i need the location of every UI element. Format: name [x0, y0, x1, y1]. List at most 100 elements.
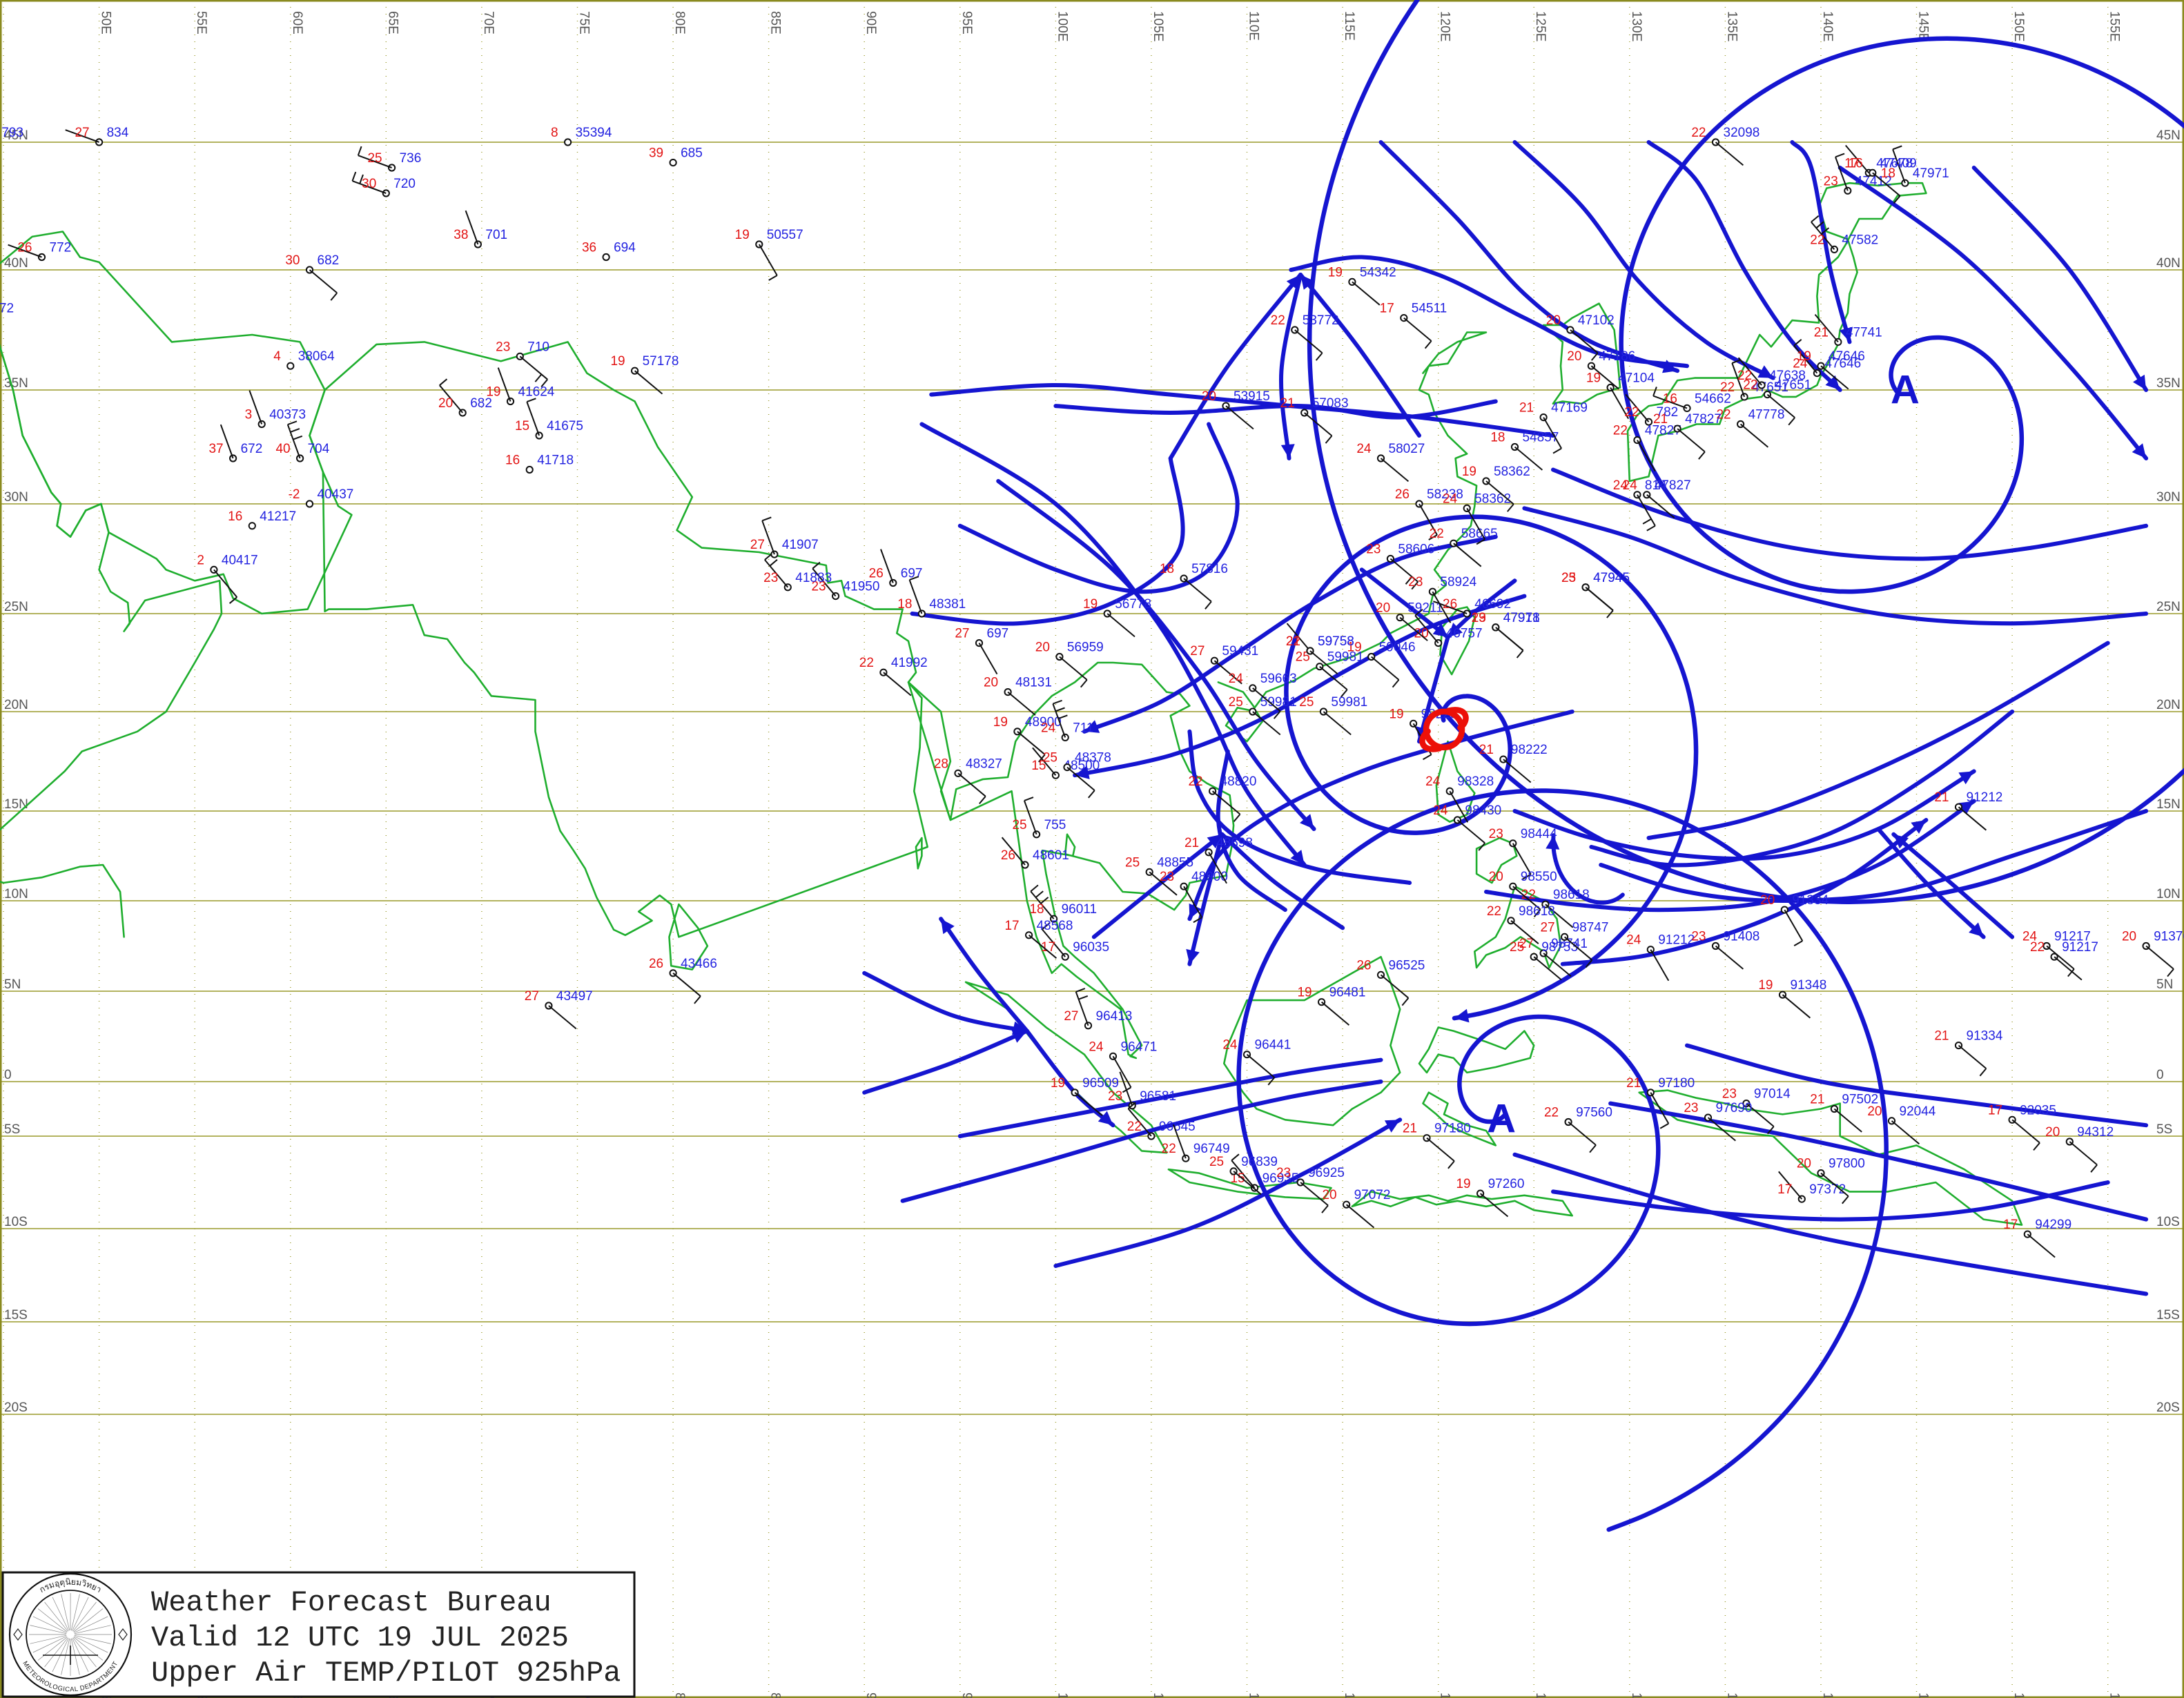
svg-text:22: 22 [1544, 1106, 1559, 1120]
svg-text:91212: 91212 [1658, 933, 1695, 948]
svg-text:53772: 53772 [1303, 313, 1339, 328]
svg-text:47409: 47409 [1880, 156, 1917, 170]
svg-text:24: 24 [1089, 1040, 1104, 1054]
svg-text:25: 25 [1125, 855, 1140, 870]
svg-text:91212: 91212 [1967, 790, 2003, 805]
svg-text:22: 22 [1188, 774, 1202, 789]
svg-text:26: 26 [1443, 597, 1457, 612]
svg-text:97690: 97690 [1716, 1101, 1753, 1115]
svg-text:60E: 60E [290, 11, 304, 35]
svg-text:41950: 41950 [844, 580, 880, 594]
svg-text:25: 25 [1229, 695, 1243, 710]
svg-text:19: 19 [486, 385, 500, 400]
svg-text:19: 19 [610, 354, 625, 369]
svg-text:26: 26 [1356, 958, 1371, 973]
svg-text:94299: 94299 [2035, 1218, 2071, 1232]
svg-text:24: 24 [1626, 933, 1641, 948]
svg-text:720: 720 [393, 177, 416, 191]
svg-text:48327: 48327 [966, 757, 1002, 771]
svg-text:-2: -2 [289, 487, 300, 502]
svg-text:793: 793 [1, 126, 23, 140]
svg-text:41992: 41992 [891, 656, 928, 670]
svg-text:41624: 41624 [518, 385, 555, 400]
svg-text:25: 25 [1043, 751, 1057, 765]
svg-text:20: 20 [2045, 1125, 2060, 1140]
svg-text:772: 772 [50, 241, 72, 255]
svg-text:22: 22 [1430, 527, 1444, 541]
svg-text:98618: 98618 [1553, 888, 1590, 902]
svg-text:56778: 56778 [1115, 597, 1151, 612]
svg-text:58027: 58027 [1389, 442, 1425, 456]
svg-text:24: 24 [1222, 1038, 1238, 1053]
svg-text:20: 20 [2122, 930, 2136, 944]
svg-text:711: 711 [1073, 721, 1093, 735]
svg-text:15S: 15S [2156, 1308, 2180, 1323]
svg-text:5N: 5N [4, 977, 21, 992]
svg-text:35394: 35394 [576, 126, 612, 140]
svg-text:17: 17 [1777, 1182, 1792, 1197]
svg-text:22: 22 [1613, 424, 1628, 438]
svg-text:56959: 56959 [1067, 641, 1104, 655]
svg-text:47104: 47104 [1618, 371, 1655, 386]
svg-text:21: 21 [1479, 743, 1494, 757]
svg-text:91408: 91408 [1724, 930, 1760, 944]
svg-text:155E: 155E [2107, 1692, 2122, 1698]
svg-text:80E: 80E [672, 1692, 687, 1698]
svg-text:22: 22 [2030, 940, 2045, 955]
svg-text:27: 27 [750, 538, 765, 552]
svg-text:704: 704 [308, 442, 330, 456]
svg-text:47971: 47971 [1913, 166, 1949, 181]
svg-text:5S: 5S [4, 1122, 20, 1137]
svg-text:25: 25 [1510, 940, 1524, 955]
svg-text:23: 23 [1684, 1101, 1698, 1115]
svg-text:90E: 90E [864, 11, 878, 35]
svg-text:24: 24 [1425, 774, 1441, 789]
svg-text:21: 21 [1184, 836, 1199, 850]
svg-text:26: 26 [1395, 487, 1410, 502]
svg-text:59758: 59758 [1318, 634, 1354, 649]
svg-text:27: 27 [525, 989, 539, 1004]
svg-text:57083: 57083 [1312, 396, 1349, 411]
svg-text:38: 38 [454, 228, 468, 242]
svg-text:96011: 96011 [1062, 902, 1097, 917]
svg-text:90E: 90E [864, 1692, 878, 1698]
svg-text:19: 19 [1051, 1076, 1065, 1091]
svg-text:22: 22 [1162, 1142, 1176, 1156]
svg-text:97560: 97560 [1576, 1106, 1612, 1120]
svg-text:39: 39 [649, 146, 663, 161]
svg-text:697: 697 [987, 627, 1009, 641]
svg-text:98328: 98328 [1457, 774, 1494, 789]
svg-text:97800: 97800 [1829, 1157, 1865, 1171]
svg-text:92044: 92044 [1900, 1104, 1936, 1119]
svg-text:Upper Air TEMP/PILOT 925hPa: Upper Air TEMP/PILOT 925hPa [151, 1657, 621, 1690]
svg-text:23: 23 [1276, 1166, 1291, 1180]
svg-text:26: 26 [1001, 848, 1015, 863]
svg-text:20: 20 [1202, 389, 1216, 404]
svg-text:20: 20 [1546, 313, 1561, 328]
svg-text:20N: 20N [4, 698, 28, 712]
svg-text:18: 18 [1029, 902, 1044, 917]
svg-text:150E: 150E [2011, 1692, 2026, 1698]
svg-text:145E: 145E [1916, 1692, 1931, 1698]
svg-text:26: 26 [649, 957, 663, 971]
svg-text:97014: 97014 [1754, 1087, 1791, 1102]
svg-text:23: 23 [763, 571, 778, 585]
svg-text:22: 22 [1691, 126, 1706, 140]
svg-text:8: 8 [551, 126, 558, 140]
svg-text:21: 21 [1810, 1093, 1824, 1107]
svg-text:24: 24 [1041, 721, 1056, 735]
svg-text:20: 20 [1035, 641, 1050, 655]
svg-text:95E: 95E [959, 11, 974, 35]
svg-text:19: 19 [1586, 371, 1601, 386]
svg-text:48855: 48855 [1157, 855, 1193, 870]
svg-text:40417: 40417 [222, 553, 258, 567]
svg-text:17: 17 [2003, 1218, 2018, 1232]
svg-text:98747: 98747 [1572, 920, 1609, 935]
svg-text:19: 19 [1456, 1177, 1470, 1191]
svg-text:21: 21 [1519, 401, 1534, 416]
svg-text:57178: 57178 [643, 354, 679, 369]
svg-text:105E: 105E [1151, 1692, 1165, 1698]
svg-text:22: 22 [1624, 405, 1639, 420]
svg-text:21: 21 [1934, 790, 1949, 805]
svg-text:95E: 95E [959, 1692, 974, 1698]
